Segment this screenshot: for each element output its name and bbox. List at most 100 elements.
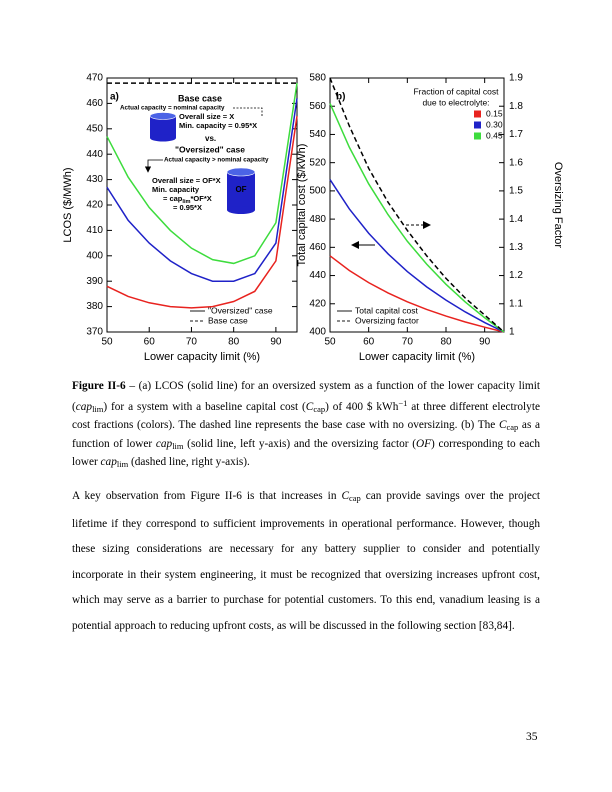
text-run: ) for a system with a baseline capital c… [103,400,306,413]
series-line [106,98,298,282]
text-run: as a function of lower [72,418,541,450]
text-run: lim [172,440,184,451]
annotation-part: *OF*X [191,194,212,203]
annotation: Min. capacity [152,185,200,194]
legend-label: Base case [208,315,248,325]
y-tick-label: 580 [309,73,326,84]
text-run: C [498,418,507,431]
y2-tick-label: 1.9 [509,73,523,84]
text-run: cap [100,456,117,469]
legend-label: Oversizing factor [355,315,419,325]
legend-swatch [474,132,481,140]
y-tick-label: 470 [86,73,103,84]
text-run: cap [155,437,173,450]
y-tick-label: 450 [86,123,103,134]
series-line [106,115,298,309]
text-run: cap [75,400,93,413]
text-run: −1 [398,397,408,408]
y-tick-label: 370 [86,327,103,338]
y-axis-label: Total capital cost ($/kWh) [296,144,308,267]
legend-label: 0.30 [486,119,503,129]
text-run: (dashed line, right y-axis). [128,456,250,469]
figure-caption: Figure II-6 – (a) LCOS (solid line) for … [72,378,540,473]
text-run: C [305,400,314,413]
cylinder-base [149,112,177,142]
y2-tick-label: 1.5 [509,186,523,197]
plot-frame [329,77,505,333]
x-tick-label: 80 [228,337,240,348]
text-run: lim [92,403,104,414]
legend-label: 0.15 [486,108,503,118]
annotation: OF [235,185,246,194]
x-tick-label: 50 [101,337,113,348]
y2-tick-label: 1.7 [509,129,523,140]
text-run: – (a) LCOS (solid line) for an oversized… [72,380,540,413]
callout-line [233,107,263,116]
annotation: a) [110,92,119,103]
text-run: cap [506,422,519,433]
text-run: OF [415,437,432,450]
callout-arrow [144,159,163,173]
annotation: Base case [178,93,222,103]
text-run: C [341,490,349,502]
y-tick-label: 420 [309,298,326,309]
annotation: = caplim*OF*X [163,194,212,206]
y-tick-label: 540 [309,129,326,140]
annotation: Actual capacity = nominal capacity [120,105,225,112]
legend-swatch [474,110,481,118]
y2-tick-label: 1.8 [509,101,523,112]
y-tick-label: 500 [309,186,326,197]
y-tick-label: 410 [86,225,103,236]
x-tick-label: 50 [324,337,336,348]
body-paragraph: A key observation from Figure II-6 is th… [72,484,540,639]
y-tick-label: 460 [86,98,103,109]
annotation: "Oversized" case [175,144,245,154]
x-tick-label: 80 [440,337,452,348]
y2-tick-label: 1.3 [509,242,523,253]
y-axis-label: LCOS ($/MWh) [62,167,74,242]
series-line [106,82,298,265]
y2-tick-label: 1.4 [509,214,523,225]
y2-axis-label: Oversizing Factor [552,162,564,249]
text-run: cap [349,493,361,504]
x-tick-label: 90 [270,337,282,348]
page-number: 35 [526,731,538,743]
annotation: Overall size = X [179,112,234,121]
series-line [329,179,505,333]
y-tick-label: 390 [86,276,103,287]
text-run: at three different electrolyte cost frac… [72,400,540,431]
text-run: ) of 400 $ kWh [325,400,399,413]
annotation-part: = cap [163,194,183,203]
y-tick-label: 400 [309,327,326,338]
y-tick-label: 480 [309,214,326,225]
annotation: Overall size = OF*X [152,176,221,185]
y2-tick-label: 1.1 [509,298,523,309]
legend-label: "Oversized" case [208,305,273,315]
legend-label: Total capital cost [355,305,418,315]
cylinder-oversized [226,167,256,214]
y-tick-label: 400 [86,250,103,261]
x-axis-label: Lower capacity limit (%) [144,351,260,363]
text-run: Figure II-6 [72,380,126,392]
series-line [329,77,505,333]
y-tick-label: 520 [309,157,326,168]
annotation: vs. [205,134,216,143]
text-run: can provide savings over the project lif… [72,490,540,632]
y-tick-label: 440 [309,270,326,281]
legend-title: due to electrolyte: [422,97,489,107]
text-run: lim [116,459,129,470]
y2-tick-label: 1.6 [509,157,523,168]
x-tick-label: 70 [402,337,414,348]
y2-tick-label: 1.2 [509,270,523,281]
x-axis-label: Lower capacity limit (%) [359,351,475,363]
text-run: ) corresponding to each lower [72,437,540,469]
annotation: Min. capacity = 0.95*X [179,121,257,130]
x-tick-label: 60 [144,337,156,348]
y-tick-label: 460 [309,242,326,253]
text-run: (solid line, left y-axis) and the oversi… [183,437,416,450]
annotation: Actual capacity > nominal capacity [164,157,269,164]
x-tick-label: 90 [479,337,491,348]
y-tick-label: 420 [86,200,103,211]
y2-tick-label: 1 [509,327,515,338]
